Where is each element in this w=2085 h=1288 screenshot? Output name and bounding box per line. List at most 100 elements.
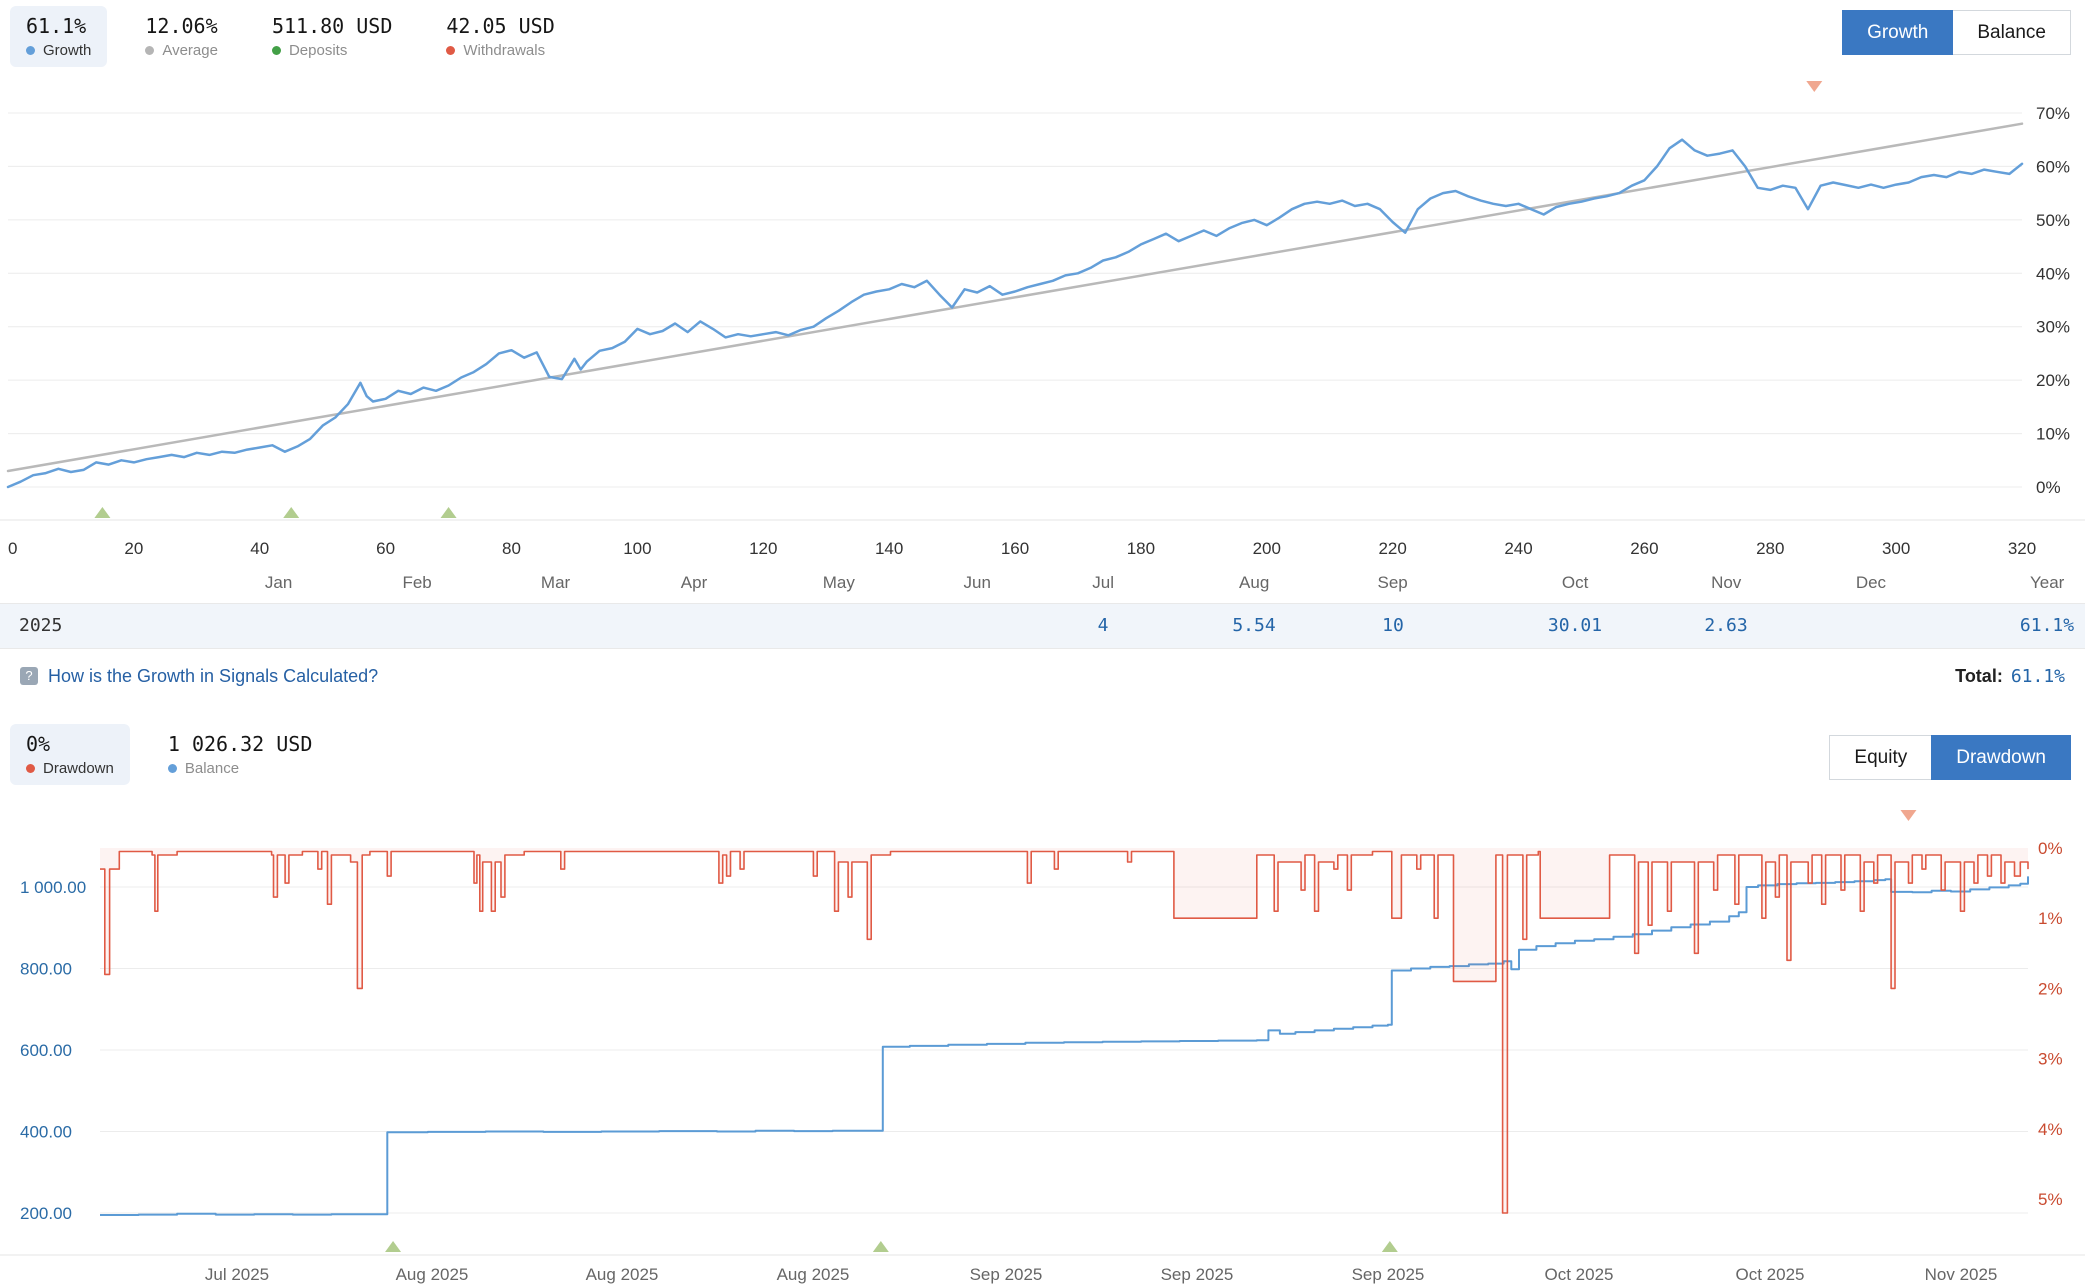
growth-y-axis-label: 40% [2036, 264, 2070, 283]
deposit-marker-icon[interactable] [440, 507, 457, 518]
stat-growth-value: 61.1% [26, 14, 87, 38]
growth-x-tick-label: 260 [1630, 539, 1658, 558]
drawdown-y-axis-label: 3% [2038, 1050, 2063, 1069]
monthly-growth-oct: 30.01 [1547, 615, 1603, 636]
drawdown-x-label: Sep 2025 [970, 1265, 1043, 1284]
series-balance [100, 876, 2029, 1216]
growth-month-label: Jun [964, 573, 991, 592]
drawdown-x-label: Nov 2025 [1925, 1265, 1998, 1284]
stat-average-value: 12.06% [145, 14, 218, 38]
growth-header: 61.1% Growth 12.06% Average 511.80 USD D… [0, 0, 2085, 81]
stat-drawdown-value: 0% [26, 732, 51, 756]
drawdown-dot-icon [26, 764, 35, 773]
growth-x-tick-label: 80 [502, 539, 521, 558]
monthly-growth-nov: 2.63 [1704, 615, 1748, 636]
balance-y-axis-label: 800.00 [20, 960, 72, 979]
drawdown-x-label: Aug 2025 [586, 1265, 659, 1284]
stat-growth-label: Growth [43, 42, 92, 59]
balance-tab-button[interactable]: Balance [1952, 10, 2071, 55]
growth-month-label: Oct [1562, 573, 1589, 592]
balance-y-axis-label: 400.00 [20, 1123, 72, 1142]
drawdown-y-axis-label: 2% [2038, 979, 2063, 998]
drawdown-y-axis-label: 5% [2038, 1190, 2063, 1209]
deposit-marker-icon[interactable] [872, 1241, 889, 1252]
deposit-marker-icon[interactable] [1381, 1241, 1398, 1252]
growth-month-label: Aug [1239, 573, 1269, 592]
growth-x-tick-label: 120 [749, 539, 777, 558]
growth-x-tick-label: 20 [124, 539, 143, 558]
series-growth [6, 138, 2024, 489]
year-label: 2025 [19, 615, 63, 636]
withdrawal-marker-icon[interactable] [1900, 810, 1917, 821]
drawdown-tab-button[interactable]: Drawdown [1931, 735, 2071, 780]
deposit-marker-icon[interactable] [283, 507, 300, 518]
growth-month-label: Dec [1856, 573, 1887, 592]
growth-year-row: 2025 4 5.54 10 30.01 2.63 61.1% [0, 603, 2085, 649]
drawdown-x-label: Aug 2025 [777, 1265, 850, 1284]
drawdown-x-label: Jul 2025 [205, 1265, 269, 1284]
growth-x-tick-label: 240 [1504, 539, 1532, 558]
info-icon[interactable]: ? [20, 667, 38, 685]
stat-growth[interactable]: 61.1% Growth [10, 6, 108, 67]
stat-deposits[interactable]: 511.80 USD Deposits [256, 6, 408, 67]
growth-y-axis-label: 70% [2036, 104, 2070, 123]
equity-tab-button[interactable]: Equity [1829, 735, 1933, 780]
growth-x-tick-label: 220 [1378, 539, 1406, 558]
growth-y-axis-label: 30% [2036, 318, 2070, 337]
deposit-marker-icon[interactable] [94, 507, 111, 518]
growth-month-label: Feb [402, 573, 431, 592]
stat-drawdown[interactable]: 0% Drawdown [10, 724, 130, 785]
stat-withdrawals-value: 42.05 USD [446, 14, 555, 38]
growth-x-tick-label: 200 [1253, 539, 1281, 558]
monthly-growth-sep: 10 [1382, 615, 1404, 636]
growth-y-axis-label: 0% [2036, 478, 2061, 497]
total-value: 61.1% [2010, 665, 2065, 687]
growth-y-axis-label: 60% [2036, 157, 2070, 176]
series-trend [6, 122, 2024, 473]
stat-balance-label: Balance [184, 760, 240, 777]
growth-x-tick-label: 140 [875, 539, 903, 558]
withdrawal-marker-icon[interactable] [1806, 81, 1823, 92]
drawdown-x-label: Aug 2025 [396, 1265, 469, 1284]
growth-month-label: Year [2030, 573, 2065, 592]
growth-x-tick-label: 160 [1001, 539, 1029, 558]
growth-month-label: Mar [541, 573, 571, 592]
stat-balance[interactable]: 1 026.32 USD Balance [152, 724, 329, 785]
stat-average[interactable]: 12.06% Average [129, 6, 234, 67]
stat-average-label: Average [162, 42, 218, 59]
drawdown-header: 0% Drawdown 1 026.32 USD Balance [10, 724, 350, 785]
balance-y-axis-label: 1 000.00 [20, 878, 86, 897]
stat-withdrawals[interactable]: 42.05 USD Withdrawals [430, 6, 570, 67]
growth-month-label: Apr [681, 573, 708, 592]
growth-tab-button[interactable]: Growth [1842, 10, 1954, 55]
growth-month-label: Sep [1378, 573, 1408, 592]
drawdown-y-axis-label: 0% [2038, 839, 2063, 858]
growth-x-tick-label: 300 [1882, 539, 1910, 558]
growth-x-tick-label: 180 [1127, 539, 1155, 558]
growth-x-tick-label: 320 [2008, 539, 2036, 558]
growth-x-tick-label: 0 [8, 539, 17, 558]
equity-drawdown-toggle: Equity Drawdown [1829, 735, 2071, 780]
growth-help-link[interactable]: How is the Growth in Signals Calculated? [48, 665, 379, 686]
deposit-marker-icon[interactable] [385, 1241, 402, 1252]
balance-y-axis-label: 200.00 [20, 1204, 72, 1223]
yearly-growth-total: 61.1% [2019, 615, 2075, 636]
stat-deposits-label: Deposits [288, 42, 348, 59]
growth-x-tick-label: 280 [1756, 539, 1784, 558]
deposits-dot-icon [271, 46, 281, 55]
growth-y-axis-label: 20% [2036, 371, 2070, 390]
balance-dot-icon [167, 764, 177, 773]
monthly-growth-jul: 4 [1097, 615, 1109, 636]
growth-month-label: May [823, 573, 856, 592]
drawdown-chart[interactable]: 1 000.00 800.00 600.00 400.00 200.00 0% 1% 2% 3%… [0, 800, 2085, 1288]
growth-x-tick-label: 100 [623, 539, 651, 558]
balance-y-axis-label: 600.00 [20, 1041, 72, 1060]
growth-month-label: Jan [265, 573, 292, 592]
stat-drawdown-label: Drawdown [43, 760, 114, 777]
growth-chart[interactable]: 0% 10% 20% 30% 40% 50% 60% 70% 0 20 40 60 80 100 120 14… [0, 75, 2085, 600]
growth-x-tick-label: 60 [376, 539, 395, 558]
growth-y-axis-label: 10% [2036, 425, 2070, 444]
drawdown-x-label: Oct 2025 [1736, 1265, 1805, 1284]
series-drawdown [100, 850, 2029, 1214]
